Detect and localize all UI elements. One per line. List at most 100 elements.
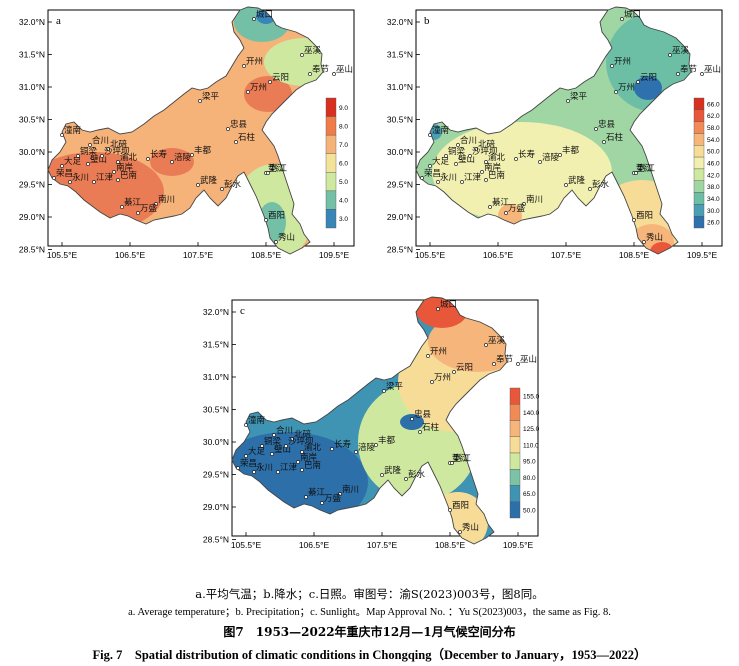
place-label: 云阳 [456, 363, 473, 373]
place-label: 北碚 [478, 139, 496, 150]
station-marker [444, 154, 448, 158]
place-label: 合川 [460, 135, 477, 146]
place-label: 南岸 [116, 162, 134, 173]
y-tick-label: 32.0°N [203, 307, 229, 317]
station-marker [636, 80, 640, 84]
station-marker [220, 187, 224, 191]
place-label: 酉阳 [268, 211, 285, 221]
figure-title-chinese: 图7 1953—2022年重庆市12月—1月气候空间分布 [223, 625, 516, 639]
legend-value-label: 62.0 [707, 113, 720, 120]
station-marker [284, 444, 288, 448]
place-label: 荣昌 [424, 168, 441, 179]
place-label: 忠县 [230, 120, 248, 130]
y-tick-label: 29.0°N [19, 212, 45, 222]
station-marker [332, 72, 336, 76]
station-marker [448, 508, 452, 512]
place-label: 丰都 [194, 145, 212, 156]
place-label: 石柱 [422, 422, 440, 433]
legend-value-label: 50.0 [523, 507, 536, 514]
station-marker [272, 433, 276, 437]
legend-swatch [693, 121, 705, 134]
station-marker [68, 180, 72, 184]
place-label: 涪陵 [174, 152, 192, 163]
place-label: 开州 [430, 347, 447, 357]
place-label: 彭水 [592, 179, 610, 190]
station-marker [252, 470, 256, 474]
y-tick-label: 28.5°N [19, 245, 45, 255]
place-label: 丰都 [378, 435, 396, 446]
place-label: 长寿 [518, 149, 536, 160]
place-label: 云阳 [272, 73, 289, 83]
place-label: 忠县 [598, 120, 616, 130]
legend-value-label: 5.0 [339, 179, 348, 186]
panel-letter: a [56, 15, 61, 27]
legend-swatch [509, 420, 521, 437]
station-marker [430, 380, 434, 384]
place-label: 南川 [158, 194, 175, 205]
station-marker [458, 530, 462, 534]
place-label: 梁平 [202, 92, 220, 102]
y-tick-label: 30.0°N [19, 147, 45, 157]
station-marker [136, 211, 140, 215]
station-marker [418, 430, 422, 434]
station-marker [484, 343, 488, 347]
legend-value-label: 3.0 [339, 216, 348, 223]
place-label: 涪陵 [542, 152, 560, 163]
y-tick-label: 29.5°N [19, 180, 45, 190]
x-tick-label: 108.5°E [435, 540, 466, 550]
place-label: 大足 [248, 446, 266, 457]
x-tick-label: 109.5°E [319, 250, 350, 260]
station-marker [484, 178, 488, 182]
place-label: 铜梁 [264, 436, 282, 447]
station-marker [300, 53, 304, 57]
station-marker [86, 162, 90, 166]
station-marker [676, 72, 680, 76]
legend-value-label: 80.0 [523, 475, 536, 482]
station-marker [244, 423, 248, 427]
place-label: 奉节 [680, 64, 698, 75]
legend-value-label: 42.0 [707, 172, 720, 179]
place-label: 巫山 [520, 354, 537, 365]
place-label: 渝北 [120, 152, 138, 163]
place-label: 潼南 [64, 125, 81, 136]
station-marker [198, 99, 202, 103]
place-label: 秀山 [646, 232, 663, 243]
station-marker [588, 187, 592, 191]
panel-letter: c [240, 305, 245, 317]
place-label: 彭水 [408, 469, 426, 480]
place-label: 江津 [464, 172, 482, 183]
map-panel-c: c 32.0°N 31.5°N 31.0°N 30.5°N 30.0°N 29.5°N 29.… [188, 292, 550, 560]
place-label: 涪陵 [358, 442, 376, 453]
y-tick-label: 30.0°N [387, 147, 413, 157]
place-label: 城口 [440, 300, 457, 310]
place-label: 南岸 [484, 162, 502, 173]
place-label: 江津 [280, 462, 298, 473]
station-marker [634, 171, 638, 175]
station-marker [564, 183, 568, 187]
place-label: 沙坪坝 [472, 147, 498, 157]
legend-swatch [693, 109, 705, 122]
legend-value-label: 9.0 [339, 105, 348, 112]
legend-swatch [693, 168, 705, 181]
y-tick-label: 29.0°N [387, 212, 413, 222]
legend-swatch [509, 436, 521, 454]
place-label: 酉阳 [636, 211, 653, 221]
y-tick-label: 30.5°N [19, 115, 45, 125]
station-marker [426, 354, 430, 358]
y-tick-label: 30.5°N [387, 115, 413, 125]
station-marker [146, 157, 150, 161]
y-tick-label: 32.0°N [387, 17, 413, 27]
legend-swatch [325, 172, 337, 192]
x-tick-label: 109.5°E [687, 250, 718, 260]
place-label: 潼南 [248, 415, 265, 426]
place-label: 荣昌 [240, 458, 257, 469]
place-label: 合川 [92, 135, 109, 146]
station-marker [100, 154, 104, 158]
y-tick-label: 31.5°N [387, 50, 413, 60]
x-tick-label: 105.5°E [415, 250, 446, 260]
legend-value-label: 58.0 [707, 125, 720, 132]
legend-swatch [693, 97, 705, 111]
station-marker [452, 370, 456, 374]
y-tick-label: 28.5°N [387, 245, 413, 255]
station-marker [112, 170, 116, 174]
